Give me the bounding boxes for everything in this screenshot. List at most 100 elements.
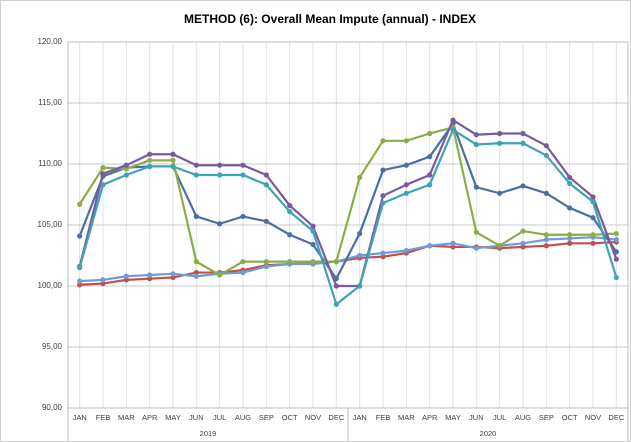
data-point bbox=[170, 271, 176, 277]
data-point bbox=[193, 162, 199, 168]
data-point bbox=[240, 162, 246, 168]
data-point bbox=[590, 215, 596, 221]
data-point bbox=[263, 263, 269, 270]
x-tick-label: DEC bbox=[608, 413, 624, 422]
data-point bbox=[567, 240, 573, 246]
data-point bbox=[287, 232, 293, 238]
x-tick-label: FEB bbox=[376, 413, 391, 422]
data-point bbox=[310, 259, 316, 265]
data-point bbox=[193, 259, 199, 265]
y-tick-label: 110,00 bbox=[38, 159, 62, 168]
data-point bbox=[123, 162, 129, 168]
series-line bbox=[79, 240, 617, 286]
group-label: 2019 bbox=[200, 429, 217, 438]
x-tick-label: JAN bbox=[353, 413, 367, 422]
data-point bbox=[217, 272, 223, 278]
x-tick-label: JUN bbox=[189, 413, 204, 422]
data-point bbox=[427, 154, 433, 160]
data-point bbox=[543, 190, 549, 196]
x-tick-label: MAY bbox=[445, 413, 461, 422]
data-point bbox=[170, 274, 176, 281]
x-tick-label: FEB bbox=[96, 413, 111, 422]
data-point bbox=[473, 245, 479, 251]
group-label: 2020 bbox=[480, 429, 497, 438]
data-point bbox=[403, 162, 409, 168]
data-point bbox=[450, 240, 456, 246]
data-point bbox=[520, 240, 526, 246]
data-point bbox=[77, 201, 83, 207]
x-tick-label: OCT bbox=[562, 413, 578, 422]
data-point bbox=[613, 230, 619, 237]
data-point bbox=[380, 254, 386, 260]
data-point bbox=[147, 272, 153, 278]
data-point bbox=[147, 157, 153, 163]
data-point bbox=[240, 269, 246, 276]
data-point bbox=[170, 163, 176, 170]
x-tick-label: NOV bbox=[305, 413, 321, 422]
data-point bbox=[77, 233, 83, 239]
data-point bbox=[613, 256, 619, 262]
data-point bbox=[193, 269, 199, 276]
data-point bbox=[497, 130, 503, 137]
data-point bbox=[427, 243, 433, 249]
data-point bbox=[380, 250, 386, 256]
data-point bbox=[357, 252, 363, 259]
x-tick-label: OCT bbox=[282, 413, 298, 422]
data-point bbox=[520, 244, 526, 250]
data-point bbox=[357, 283, 363, 289]
data-point bbox=[543, 152, 549, 159]
series-line bbox=[78, 126, 617, 277]
data-point bbox=[450, 244, 456, 250]
data-point bbox=[543, 243, 549, 249]
data-point bbox=[240, 213, 246, 220]
data-point bbox=[100, 277, 106, 283]
x-tick-label: MAR bbox=[398, 413, 415, 422]
data-point bbox=[590, 240, 596, 246]
x-tick-label: JUL bbox=[493, 413, 506, 422]
x-tick-label: MAR bbox=[118, 413, 135, 422]
data-point bbox=[287, 202, 293, 209]
data-point bbox=[147, 276, 153, 282]
data-point bbox=[217, 221, 223, 227]
data-point bbox=[380, 200, 386, 206]
data-point bbox=[567, 235, 573, 242]
data-point bbox=[287, 208, 293, 215]
data-point bbox=[100, 171, 106, 177]
data-point bbox=[287, 259, 293, 265]
data-point bbox=[77, 265, 83, 271]
data-point bbox=[333, 283, 339, 289]
x-tick-label: JAN bbox=[73, 413, 87, 422]
data-point bbox=[543, 232, 549, 238]
data-point bbox=[380, 193, 386, 199]
data-point bbox=[100, 182, 106, 188]
data-point bbox=[123, 166, 129, 172]
data-point bbox=[170, 151, 176, 157]
data-point bbox=[450, 127, 456, 133]
data-point bbox=[427, 172, 433, 178]
data-point bbox=[240, 259, 246, 265]
data-point bbox=[403, 138, 409, 144]
data-point bbox=[473, 132, 479, 138]
x-tick-label: AUG bbox=[515, 413, 531, 422]
data-point bbox=[567, 180, 573, 187]
data-point bbox=[403, 182, 409, 188]
data-point bbox=[520, 228, 526, 234]
series-line bbox=[78, 128, 618, 307]
data-point bbox=[147, 151, 153, 157]
y-tick-label: 100,00 bbox=[38, 281, 63, 290]
data-point bbox=[77, 278, 83, 284]
data-point bbox=[520, 140, 526, 146]
x-tick-label: SEP bbox=[259, 413, 274, 422]
data-point bbox=[590, 199, 596, 205]
data-point bbox=[333, 301, 339, 307]
data-point bbox=[193, 213, 199, 220]
data-point bbox=[567, 232, 573, 238]
data-point bbox=[357, 230, 363, 237]
data-point bbox=[403, 190, 409, 196]
data-point bbox=[123, 273, 129, 279]
data-point bbox=[380, 138, 386, 144]
data-point bbox=[100, 165, 106, 171]
